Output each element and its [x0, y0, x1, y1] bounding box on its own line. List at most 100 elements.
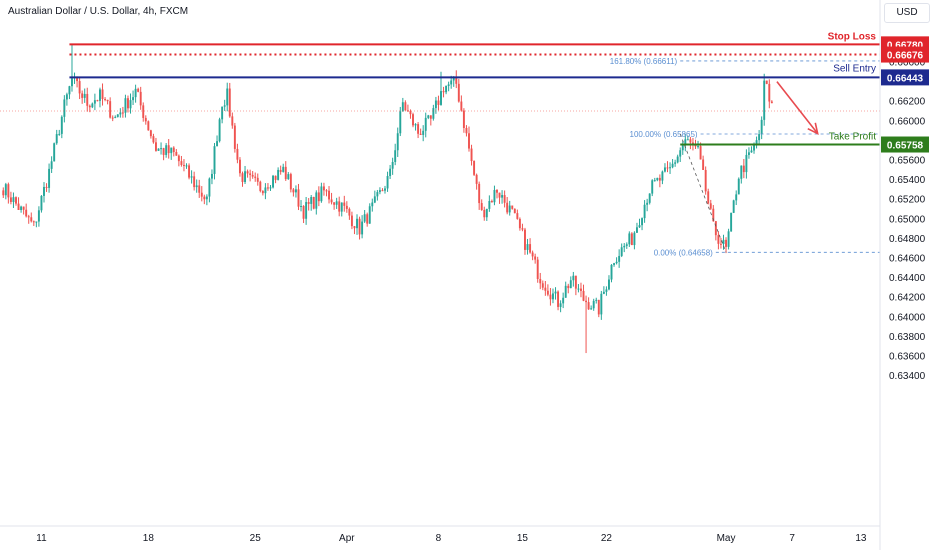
candle-body	[12, 197, 15, 202]
time-axis[interactable]: 11 18 25 Apr 8 15 22 May 7 13	[0, 525, 880, 544]
candle-body	[676, 156, 679, 163]
candle-body	[442, 91, 445, 93]
candle-body	[284, 166, 287, 180]
candle-body	[157, 148, 160, 151]
candle-body	[244, 171, 247, 182]
candle-body	[137, 88, 140, 92]
candle-body	[236, 148, 239, 160]
price-tick-label: 0.64000	[889, 312, 926, 323]
candle-body	[572, 275, 575, 281]
candle-body	[272, 175, 275, 188]
candle-body	[658, 177, 661, 181]
candle-body	[210, 173, 213, 179]
candle-body	[605, 289, 608, 292]
candle-body	[473, 160, 476, 175]
candle-body	[343, 202, 346, 206]
candle-body	[361, 221, 364, 235]
candle-body	[132, 97, 135, 101]
candle-body	[539, 278, 542, 284]
candle-body	[353, 226, 356, 229]
candle-body	[111, 117, 114, 119]
candle-body	[750, 150, 753, 153]
candle-body	[470, 148, 473, 161]
candle-body	[216, 141, 219, 147]
candle-body	[376, 192, 379, 197]
candle-body	[195, 185, 198, 188]
stop-loss-label: Stop Loss	[828, 31, 877, 42]
candle-body	[490, 200, 493, 203]
candle-body	[48, 168, 51, 188]
candle-body	[63, 99, 66, 117]
candle-body	[704, 169, 707, 192]
candle-body	[669, 167, 672, 169]
candle-body	[475, 174, 478, 184]
candle-body	[625, 244, 628, 246]
candle-body	[203, 196, 206, 200]
time-tick-label: 11	[36, 533, 47, 544]
candle-body	[635, 227, 638, 233]
candle-body	[401, 102, 404, 112]
candle-body	[335, 201, 338, 205]
candle-body	[646, 202, 649, 205]
candle-body	[747, 152, 750, 155]
currency-button[interactable]: USD	[884, 3, 930, 23]
candle-body	[371, 202, 374, 207]
candle-body	[175, 152, 178, 156]
candle-body	[30, 217, 33, 222]
price-tick-label: 0.64400	[889, 273, 926, 284]
candle-body	[534, 256, 537, 260]
candle-body	[422, 130, 425, 135]
candle-body	[432, 108, 435, 119]
candle-body	[447, 84, 450, 86]
time-tick-label: 22	[601, 533, 613, 544]
candle-body	[251, 174, 254, 177]
candle-body	[172, 147, 175, 153]
candle-body	[20, 206, 23, 210]
candle-body	[167, 145, 170, 154]
candle-body	[297, 189, 300, 207]
time-tick-label: 25	[250, 533, 262, 544]
candle-body	[287, 174, 290, 180]
price-tick-label: 0.63800	[889, 332, 926, 343]
candle-body	[427, 115, 430, 118]
candle-body	[50, 161, 53, 169]
candle-body	[32, 221, 35, 223]
candle-body	[638, 225, 641, 228]
candle-body	[529, 244, 532, 253]
candle-body	[43, 186, 45, 196]
candle-body	[587, 302, 590, 310]
candle-body	[417, 124, 420, 134]
candle-body	[238, 159, 241, 174]
candle-body	[742, 165, 745, 173]
candle-body	[121, 112, 124, 114]
candle-body	[315, 192, 318, 209]
candle-body	[564, 285, 567, 298]
candle-body	[221, 106, 224, 120]
candle-body	[498, 192, 501, 198]
price-badge-label: 0.66676	[887, 51, 924, 62]
candle-body	[65, 94, 68, 100]
candle-body	[661, 171, 664, 181]
candles	[2, 44, 773, 354]
fib-anchor-line	[679, 133, 727, 253]
candle-body	[760, 119, 763, 135]
candle-body	[333, 202, 336, 205]
candle-body	[394, 150, 397, 162]
take-profit-label: Take Profit	[829, 132, 876, 143]
arrow-head	[807, 122, 819, 135]
candle-body	[228, 88, 231, 117]
candle-body	[266, 187, 269, 189]
candle-body	[81, 93, 84, 98]
candle-body	[462, 110, 465, 128]
candle-body	[310, 196, 313, 204]
candle-body	[414, 124, 417, 126]
candle-body	[106, 99, 109, 102]
candle-body	[620, 247, 623, 256]
candle-body	[496, 189, 498, 193]
candle-body	[763, 80, 766, 120]
candle-body	[226, 88, 229, 106]
candle-body	[91, 103, 94, 108]
candle-body	[25, 209, 28, 217]
candle-body	[651, 180, 654, 194]
